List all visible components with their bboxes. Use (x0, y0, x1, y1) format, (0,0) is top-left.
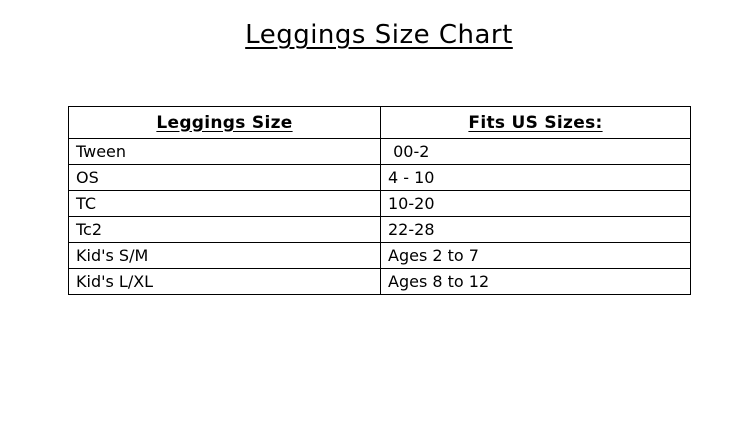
table-row: Kid's S/M Ages 2 to 7 (68, 242, 691, 269)
table-row: OS 4 - 10 (68, 164, 691, 191)
title-container: Leggings Size Chart (68, 20, 690, 50)
size-cell: Tween (68, 138, 381, 165)
table-row: TC 10-20 (68, 190, 691, 217)
column-header-fits-us-sizes: Fits US Sizes: (380, 106, 691, 139)
size-cell: Kid's S/M (68, 242, 381, 269)
fits-cell: 00-2 (380, 138, 691, 165)
size-cell: Tc2 (68, 216, 381, 243)
header-row: Leggings Size Fits US Sizes: (68, 106, 691, 139)
size-cell: Kid's L/XL (68, 268, 381, 295)
size-cell: TC (68, 190, 381, 217)
fits-cell: Ages 2 to 7 (380, 242, 691, 269)
size-cell: OS (68, 164, 381, 191)
table-row: Tc2 22-28 (68, 216, 691, 243)
table-row: Tween 00-2 (68, 138, 691, 165)
column-header-leggings-size: Leggings Size (68, 106, 381, 139)
fits-cell: 22-28 (380, 216, 691, 243)
size-chart-table: Leggings Size Fits US Sizes: Tween 00-2 … (68, 106, 691, 295)
table-row: Kid's L/XL Ages 8 to 12 (68, 268, 691, 295)
page-title: Leggings Size Chart (245, 20, 513, 50)
fits-cell: 4 - 10 (380, 164, 691, 191)
fits-cell: 10-20 (380, 190, 691, 217)
fits-cell: Ages 8 to 12 (380, 268, 691, 295)
